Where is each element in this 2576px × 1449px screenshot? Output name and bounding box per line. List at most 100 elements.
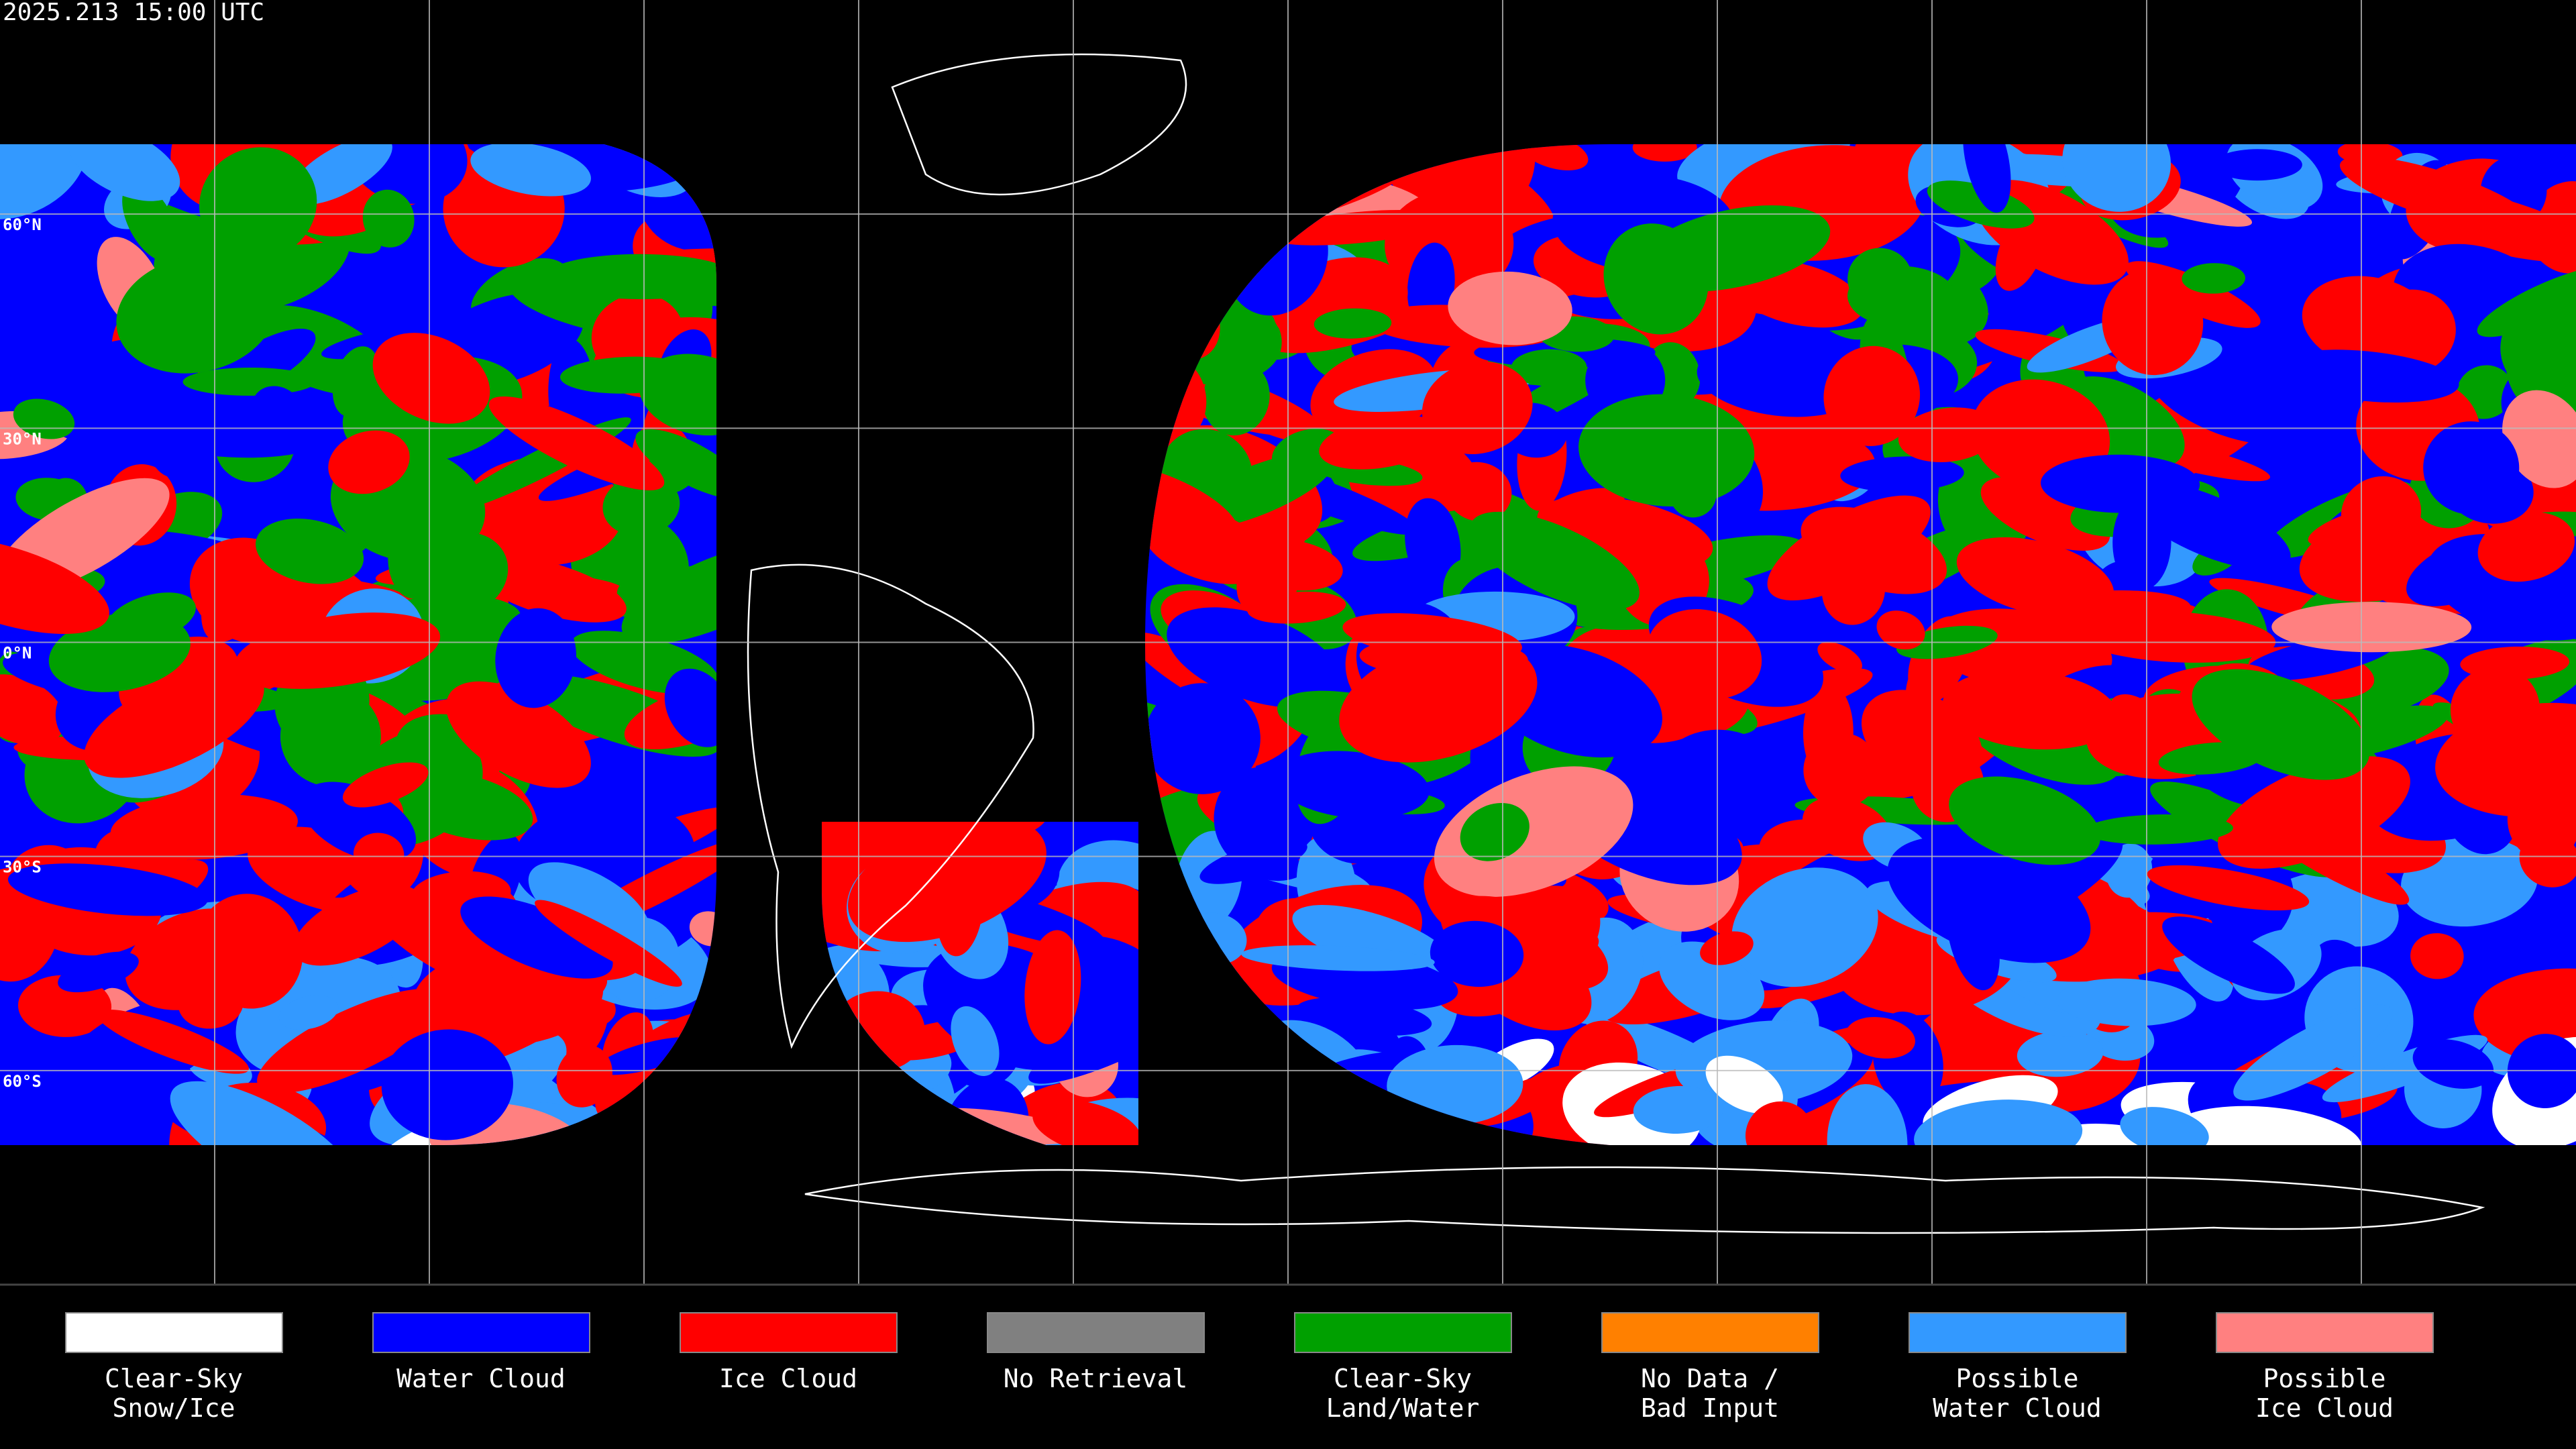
cloud-patch bbox=[472, 555, 627, 623]
cloud-patch bbox=[535, 900, 682, 987]
cloud-patch bbox=[1387, 1044, 1523, 1125]
cloud-patch bbox=[1460, 802, 1529, 861]
imagery-region bbox=[1145, 144, 2576, 1145]
cloud-patch bbox=[1887, 837, 2091, 963]
cloud-patch bbox=[1145, 1032, 1238, 1072]
cloud-patch bbox=[1199, 144, 1333, 189]
cloud-patch bbox=[2450, 666, 2540, 752]
cloud-patch bbox=[234, 612, 441, 689]
cloud-patch bbox=[1339, 640, 1538, 763]
cloud-patch bbox=[1731, 867, 1878, 987]
cloud-patch bbox=[1202, 360, 1270, 436]
cloud-patch bbox=[7, 863, 208, 916]
cloud-patch bbox=[1446, 462, 1512, 522]
cloud-patch bbox=[2126, 481, 2291, 570]
cloud-patch bbox=[1840, 456, 1964, 492]
cloud-patch bbox=[1876, 610, 1925, 650]
legend-swatch bbox=[1601, 1312, 1819, 1353]
cloud-patch bbox=[1160, 1089, 1313, 1121]
cloud-patch bbox=[1898, 407, 1999, 462]
cloud-patch bbox=[470, 144, 591, 197]
graticule: 60°N 30°N 0°N 30°S 60°S bbox=[0, 0, 2576, 1286]
cloud-patch bbox=[1519, 144, 1589, 170]
cloud-patch bbox=[1199, 839, 1307, 884]
cloud-patch bbox=[1434, 766, 1633, 897]
cloud-patch bbox=[68, 144, 180, 201]
legend-swatch bbox=[680, 1312, 898, 1353]
coastlines bbox=[747, 53, 2485, 1234]
cloud-patch bbox=[488, 396, 665, 490]
cloud-patch bbox=[1472, 144, 1536, 206]
cloud-patch bbox=[1032, 1099, 1138, 1145]
cloud-patch bbox=[445, 681, 591, 788]
cloud-patch bbox=[1201, 1046, 1256, 1085]
cloud-patch bbox=[689, 911, 716, 947]
cloud-patch bbox=[1448, 271, 1572, 345]
cloud-patch bbox=[2056, 978, 2196, 1026]
cloud-patch bbox=[1145, 464, 1238, 543]
cloud-patch bbox=[2182, 263, 2246, 294]
cloud-patch bbox=[1440, 896, 1609, 991]
cloud-patch bbox=[2302, 276, 2438, 370]
legend-label: Possible bbox=[1955, 1364, 2078, 1393]
cloud-patch bbox=[616, 570, 716, 621]
cloud-patch bbox=[2218, 756, 2410, 869]
cloud-patch bbox=[1956, 537, 2114, 618]
cloud-patch bbox=[178, 977, 244, 1029]
cloud-patch bbox=[664, 668, 716, 747]
cloud-patch bbox=[290, 144, 392, 205]
cloud-patch bbox=[332, 346, 380, 417]
cloud-patch bbox=[362, 189, 415, 248]
cloud-patch bbox=[1236, 546, 1299, 618]
cloud-patch bbox=[1270, 1078, 1328, 1145]
cloud-patch bbox=[869, 1075, 932, 1145]
cloud-patch bbox=[951, 1006, 1000, 1077]
cloud-patch bbox=[1178, 1030, 1270, 1117]
cloud-patch bbox=[256, 519, 364, 584]
cloud-patch bbox=[2423, 421, 2520, 515]
cloud-patch bbox=[1405, 498, 1461, 591]
cloud-patch bbox=[822, 1074, 934, 1145]
cloud-patch bbox=[372, 333, 490, 424]
cloud-patch bbox=[2410, 933, 2464, 979]
cloud-patch bbox=[1658, 941, 1765, 1020]
cloud-patch bbox=[0, 144, 88, 219]
cloud-patch bbox=[342, 762, 429, 808]
cloud-patch bbox=[460, 975, 608, 1065]
cloud-phase-imagery bbox=[0, 144, 2576, 1145]
cloud-patch bbox=[1817, 641, 1862, 674]
cloud-patch bbox=[199, 147, 317, 260]
cloud-patch bbox=[2147, 865, 2310, 911]
cloud-patch bbox=[133, 368, 183, 477]
cloud-patch bbox=[1167, 607, 1342, 708]
legend-swatch bbox=[1294, 1312, 1512, 1353]
legend-label: Bad Input bbox=[1641, 1393, 1779, 1423]
cloud-patch bbox=[822, 1093, 916, 1145]
cloud-patch bbox=[460, 896, 613, 979]
cloud-patch bbox=[1647, 609, 1762, 700]
legend-label: Ice Cloud bbox=[2255, 1393, 2394, 1423]
cloud-patch bbox=[328, 430, 410, 494]
legend-label: Land/Water bbox=[1326, 1393, 1480, 1423]
cloud-patch bbox=[1430, 920, 1524, 987]
cloud-patch bbox=[1914, 1099, 2083, 1145]
cloud-patch bbox=[278, 995, 339, 1030]
cloud-patch bbox=[2412, 1039, 2494, 1089]
latitude-label: 60°N bbox=[3, 215, 42, 234]
cloud-patch bbox=[58, 951, 139, 993]
cloud-patch bbox=[847, 822, 1046, 943]
cloud-patch bbox=[1700, 931, 1754, 965]
cloud-patch bbox=[1980, 476, 2110, 551]
cloud-patch bbox=[2084, 814, 2233, 845]
cloud-patch bbox=[381, 1029, 513, 1140]
cloud-patch bbox=[48, 612, 191, 692]
legend-label: Ice Cloud bbox=[719, 1364, 857, 1393]
legend-swatch bbox=[987, 1312, 1205, 1353]
cloud-patch bbox=[88, 1065, 145, 1130]
cloud-patch bbox=[1669, 468, 1717, 518]
legend-swatch bbox=[65, 1312, 283, 1353]
cloud-patch bbox=[415, 532, 508, 616]
cloud-patch bbox=[2271, 350, 2459, 403]
